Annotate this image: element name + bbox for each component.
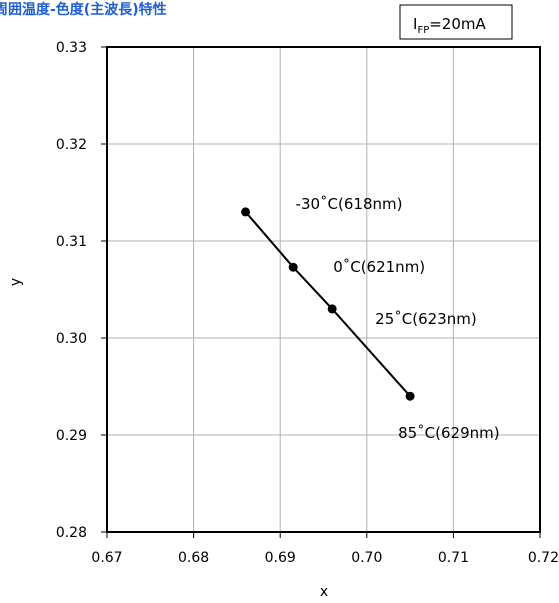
condition-symbol: I: [413, 15, 417, 33]
series: [241, 207, 415, 401]
data-point-label: 0˚C(621nm): [333, 258, 425, 276]
data-point-label: 25˚C(623nm): [375, 310, 477, 328]
x-tick-labels: 0.67 0.68 0.69 0.70 0.71 0.72: [91, 532, 559, 566]
x-axis-label: x: [320, 584, 328, 600]
y-tick-label: 0.30: [56, 331, 87, 347]
x-tick-label: 0.67: [91, 550, 122, 566]
point-labels: -30˚C(618nm) 0˚C(621nm) 25˚C(623nm) 85˚C(62…: [296, 195, 500, 442]
data-point: [327, 304, 337, 314]
data-point: [405, 391, 415, 401]
condition-subscript: FP: [417, 25, 429, 36]
x-tick-label: 0.70: [351, 550, 382, 566]
data-point-label: 85˚C(629nm): [398, 424, 500, 442]
x-tick-label: 0.68: [178, 550, 209, 566]
y-axis-label: y: [8, 278, 24, 286]
x-tick-label: 0.69: [265, 550, 296, 566]
condition-label: IFP=20mA: [413, 15, 487, 36]
y-tick-label: 0.28: [56, 525, 87, 541]
chart-title: 周囲温度-色度(主波長)特性: [0, 1, 167, 18]
plot-frame: [106, 46, 541, 533]
y-tick-label: 0.31: [56, 234, 87, 250]
x-tick-label: 0.71: [438, 550, 469, 566]
y-tick-label: 0.33: [56, 40, 87, 56]
data-point: [288, 262, 298, 272]
condition-box: IFP=20mA: [399, 4, 513, 40]
y-tick-labels: 0.28 0.29 0.30 0.31 0.32 0.33: [56, 40, 107, 541]
grid: [106, 46, 541, 533]
y-tick-label: 0.29: [56, 428, 87, 444]
data-point-label: -30˚C(618nm): [296, 195, 403, 213]
x-tick-label: 0.72: [528, 550, 559, 566]
series-line: [244, 211, 411, 397]
condition-value: =20mA: [429, 15, 486, 33]
data-point: [241, 207, 251, 217]
condition-box-frame: [399, 4, 513, 40]
y-tick-label: 0.32: [56, 137, 87, 153]
